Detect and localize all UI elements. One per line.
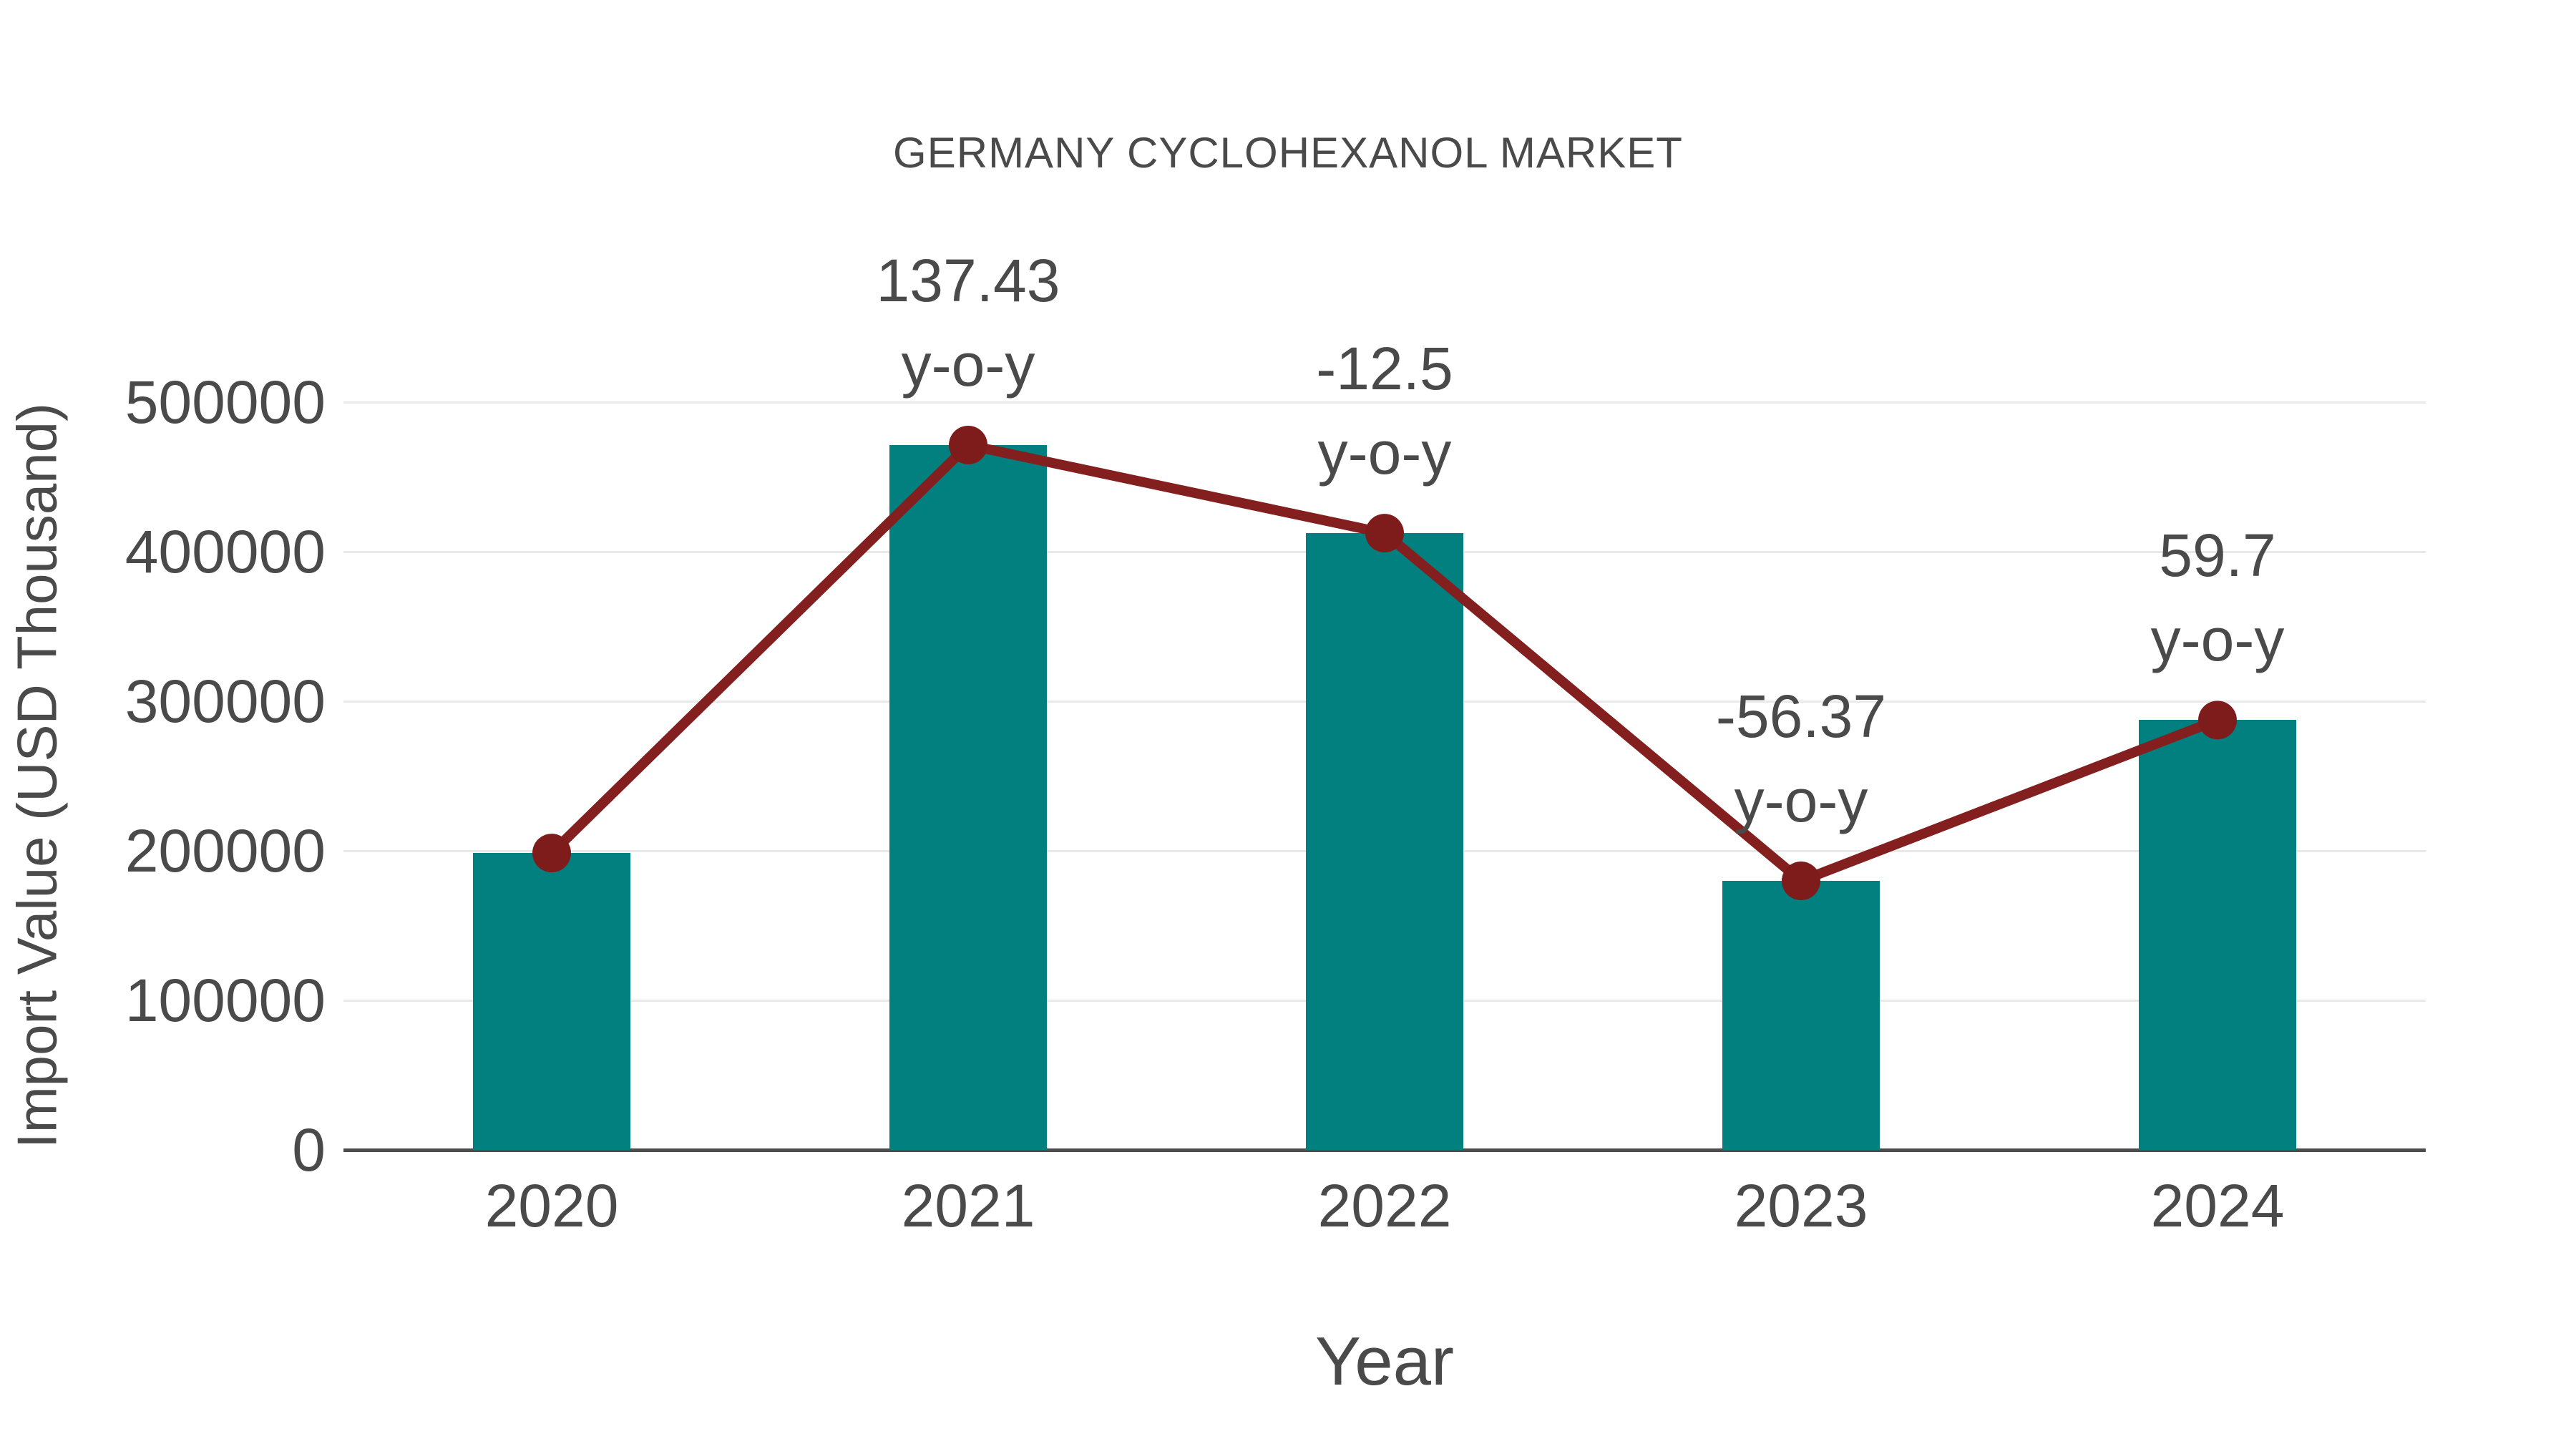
x-tick-label-2024: 2024 — [2150, 1172, 2285, 1239]
y-tick-label-500000: 500000 — [125, 369, 326, 436]
yoy-value-label-2024: 59.7 — [2159, 522, 2276, 589]
bar-2024 — [2139, 720, 2296, 1150]
yoy-suffix-label-2022: y-o-y — [1317, 419, 1452, 487]
y-tick-label-200000: 200000 — [125, 817, 326, 884]
bar-2023 — [1722, 881, 1880, 1150]
bar-2021 — [889, 445, 1047, 1150]
chart-title: GERMANY CYCLOHEXANOL MARKET — [893, 129, 1683, 177]
y-axis-title: Import Value (USD Thousand) — [5, 403, 69, 1148]
yoy-suffix-label-2024: y-o-y — [2150, 606, 2285, 673]
x-axis-title: Year — [1315, 1323, 1454, 1400]
x-tick-label-2020: 2020 — [484, 1172, 619, 1239]
gridline-500000 — [343, 401, 2426, 404]
y-tick-label-0: 0 — [292, 1116, 326, 1184]
yoy-suffix-label-2021: y-o-y — [901, 331, 1035, 399]
x-tick-label-2021: 2021 — [901, 1172, 1035, 1239]
x-tick-label-2022: 2022 — [1317, 1172, 1452, 1239]
bar-2022 — [1306, 533, 1463, 1150]
yoy-suffix-label-2023: y-o-y — [1734, 767, 1868, 834]
yoy-value-label-2022: -12.5 — [1316, 335, 1453, 402]
y-tick-label-300000: 300000 — [125, 668, 326, 735]
yoy-value-label-2023: -56.37 — [1715, 683, 1887, 750]
x-axis-line — [343, 1148, 2426, 1152]
bar-2020 — [473, 853, 630, 1150]
y-tick-label-100000: 100000 — [125, 967, 326, 1034]
yoy-value-label-2021: 137.43 — [876, 247, 1060, 314]
x-tick-label-2023: 2023 — [1734, 1172, 1868, 1239]
y-tick-label-400000: 400000 — [125, 518, 326, 585]
